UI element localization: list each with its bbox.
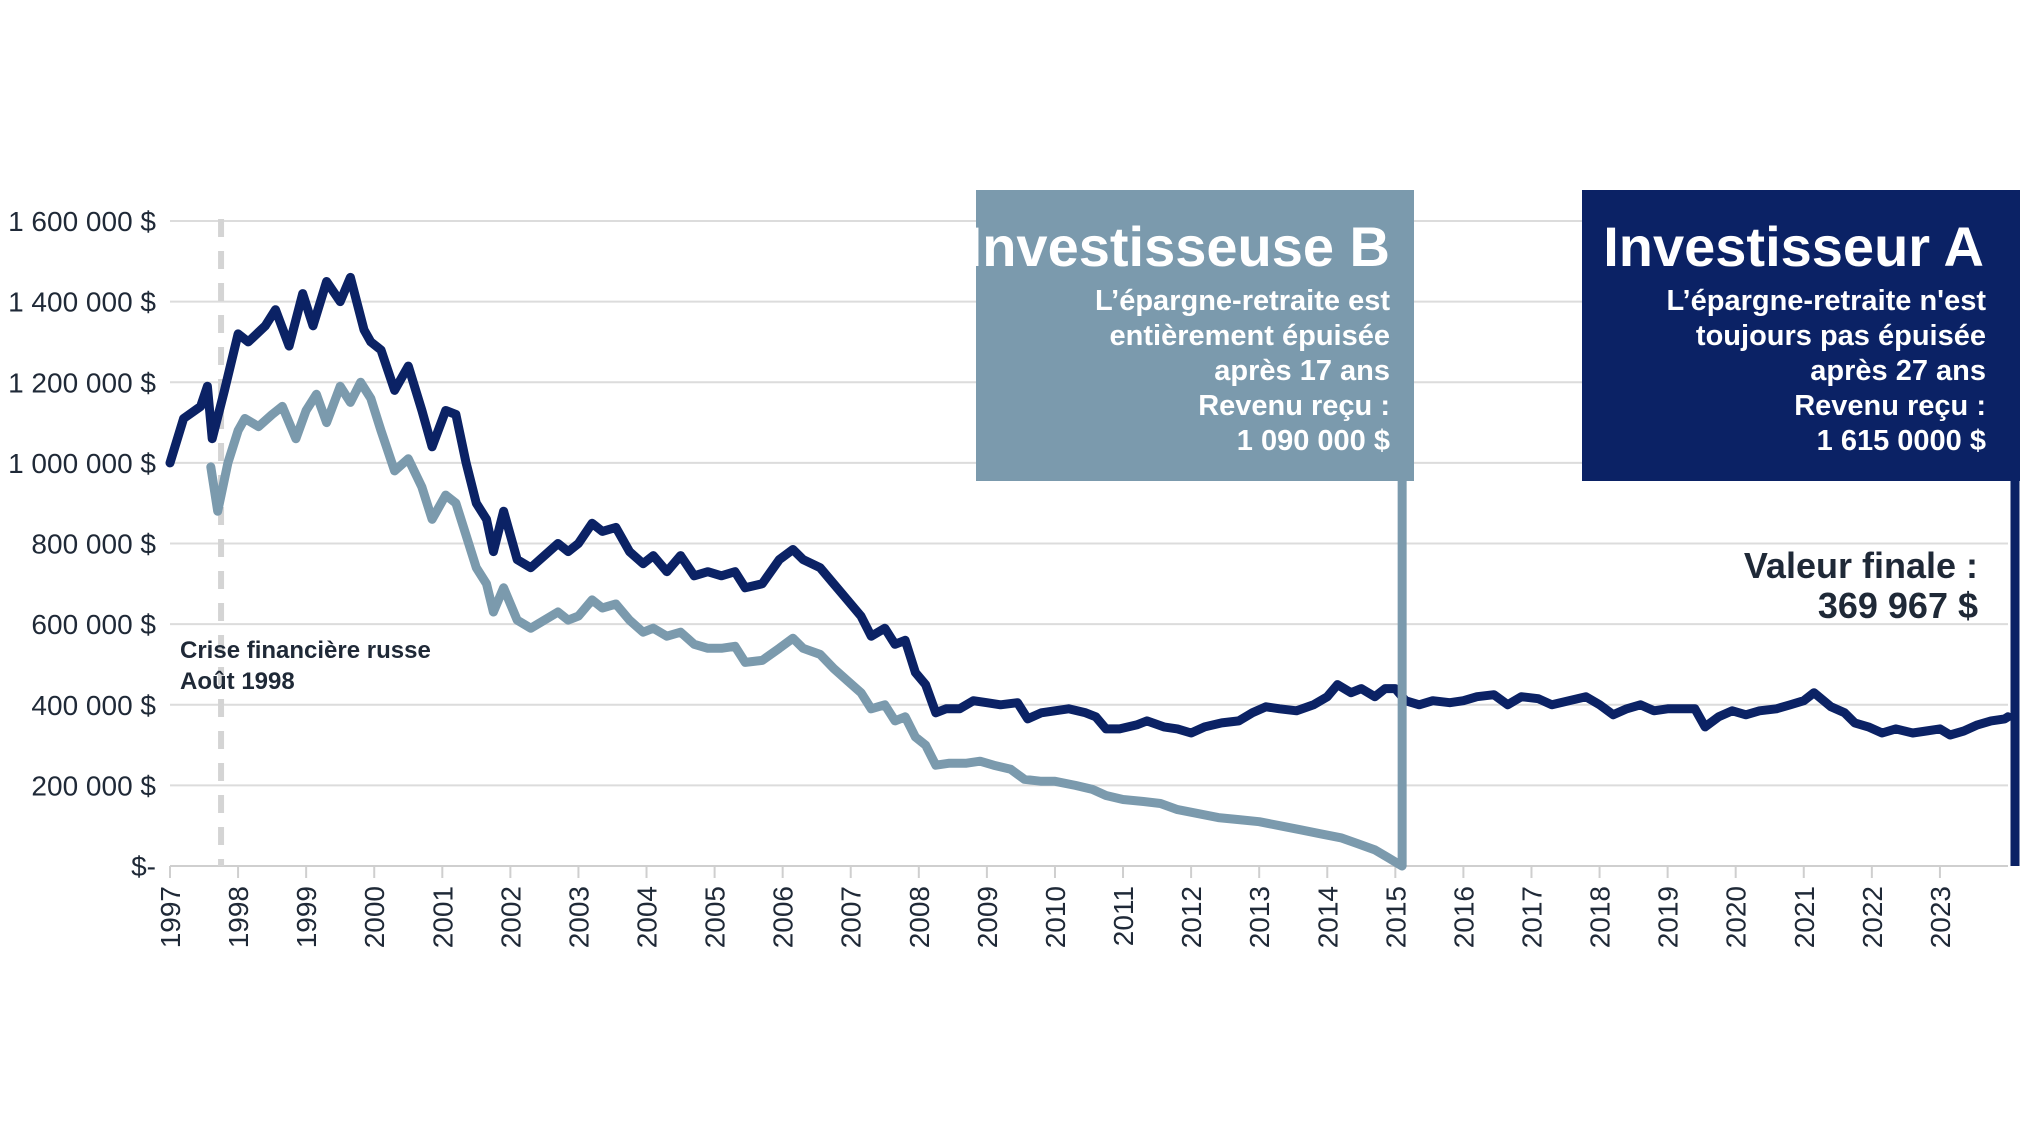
y-tick-label: 1 600 000 $: [8, 206, 156, 237]
y-tick-label: 1 000 000 $: [8, 448, 156, 479]
investor-b-title: Investisseuse B: [967, 215, 1390, 278]
investor-a-title: Investisseur A: [1603, 215, 1984, 278]
x-tick-label: 2018: [1585, 886, 1616, 948]
x-tick-label: 2022: [1857, 886, 1888, 948]
y-tick-label: 1 400 000 $: [8, 287, 156, 318]
y-tick-label: 400 000 $: [31, 690, 156, 721]
investor-a-line-5: 1 615 0000 $: [1817, 425, 1986, 457]
investor-b-line-3: après 17 ans: [1214, 355, 1390, 387]
final-value-amount: 369 967 $: [1818, 585, 1978, 626]
investor-b-line-1: L’épargne-retraite est: [1095, 285, 1390, 317]
x-tick-label: 2009: [972, 886, 1003, 948]
investor-a-line-2: toujours pas épuisée: [1696, 320, 1986, 352]
x-tick-label: 2016: [1448, 886, 1479, 948]
x-tick-label: 2011: [1108, 886, 1139, 946]
x-tick-label: 2013: [1244, 886, 1275, 948]
final-value-label: Valeur finale :: [1744, 545, 1978, 586]
x-tick-label: 2021: [1789, 886, 1820, 948]
y-tick-label: 1 200 000 $: [8, 367, 156, 398]
x-tick-label: 1999: [291, 886, 322, 948]
series-line-investor_a: [165, 272, 2013, 740]
x-tick-label: 2005: [700, 886, 731, 948]
x-tick-label: 2003: [563, 886, 594, 948]
x-tick-label: 2020: [1721, 886, 1752, 948]
x-tick-label: 2023: [1925, 886, 1956, 948]
x-tick-label: 2000: [359, 886, 390, 948]
investor-a-line-1: L’épargne-retraite n'est: [1666, 285, 1986, 317]
x-tick-label: 2002: [495, 886, 526, 948]
investor-b-box: [976, 190, 1414, 481]
y-tick-label: $-: [131, 851, 156, 882]
x-tick-label: 2015: [1380, 886, 1411, 948]
investor-a-line-4: Revenu reçu :: [1794, 390, 1986, 422]
x-tick-label: 2012: [1176, 886, 1207, 948]
crisis-annotation-line-1: Crise financière russe: [180, 637, 431, 664]
x-tick-label: 1997: [155, 886, 186, 948]
x-tick-label: 2008: [904, 886, 935, 948]
x-tick-label: 2004: [632, 886, 663, 948]
crisis-annotation-line-2: Août 1998: [180, 668, 295, 695]
x-axis: 1997 1998 1999 2000 2001 2002 2003 2004 2005 2006…: [155, 865, 2008, 948]
y-axis-ticks: $- 200 000 $ 400 000 $ 600 000 $ 800 000 $ 1 …: [8, 206, 156, 882]
x-tick-label: 2019: [1653, 886, 1684, 948]
investor-a-box: [1582, 190, 2020, 481]
y-tick-label: 600 000 $: [31, 609, 156, 640]
x-tick-label: 2010: [1040, 886, 1071, 948]
x-tick-label: 2017: [1516, 886, 1547, 948]
investor-a-line-3: après 27 ans: [1810, 355, 1986, 387]
y-tick-label: 800 000 $: [31, 529, 156, 560]
x-tick-label: 1998: [223, 886, 254, 948]
x-tick-label: 2014: [1312, 886, 1343, 948]
series-group: [165, 272, 2013, 871]
investor-b-line-5: 1 090 000 $: [1237, 425, 1390, 457]
x-tick-label: 2007: [836, 886, 867, 948]
x-tick-label: 2001: [427, 886, 458, 948]
x-tick-label: 2006: [768, 886, 799, 948]
investor-b-line-4: Revenu reçu :: [1198, 390, 1390, 422]
investor-b-line-2: entièrement épuisée: [1110, 320, 1390, 352]
y-tick-label: 200 000 $: [31, 770, 156, 801]
series-line-investor_b: [206, 377, 1407, 871]
